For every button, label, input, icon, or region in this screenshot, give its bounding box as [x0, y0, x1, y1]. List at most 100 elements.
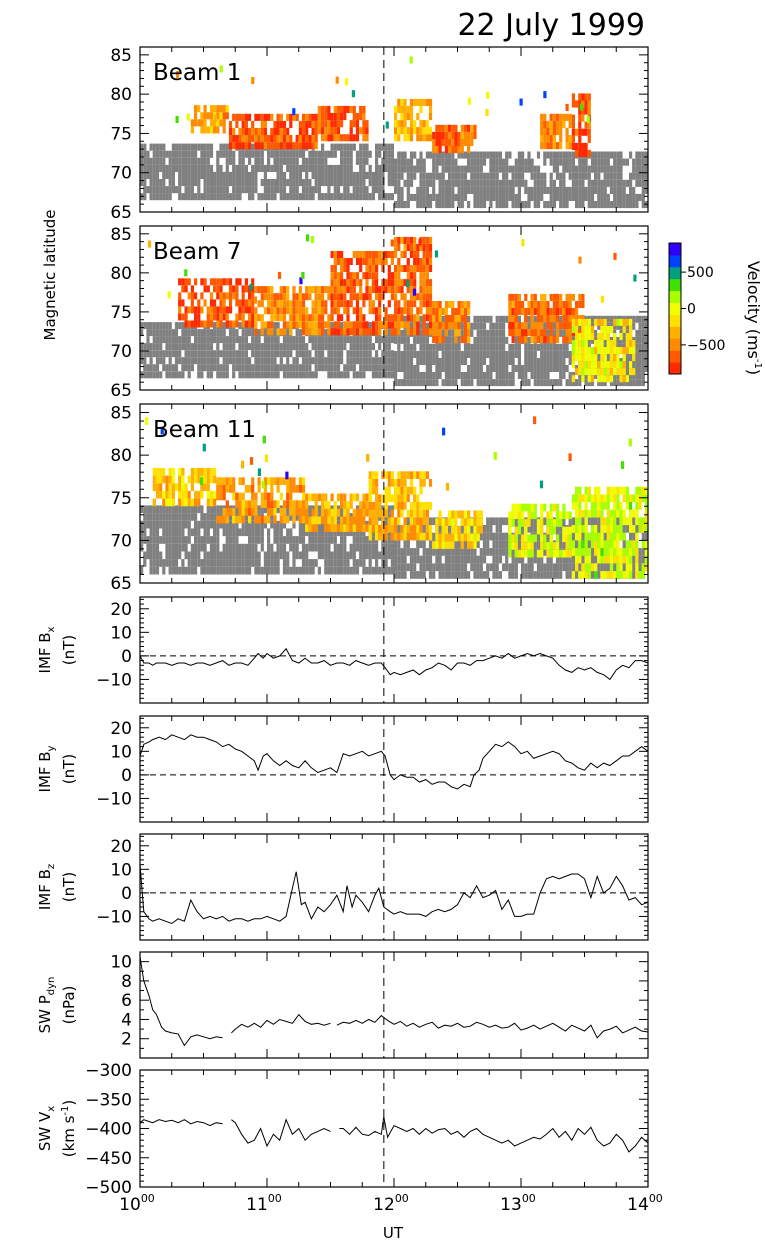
ground-scatter-cell	[209, 505, 214, 514]
ground-scatter-cell	[149, 513, 153, 521]
ground-scatter-cell	[460, 571, 464, 579]
ground-scatter-cell	[559, 525, 563, 533]
ground-scatter-cell	[390, 164, 394, 172]
ground-scatter-cell	[241, 357, 245, 365]
ground-scatter-cell	[562, 358, 566, 365]
ground-scatter-cell	[533, 358, 537, 365]
ground-scatter-cell	[463, 563, 468, 572]
ground-scatter-cell	[406, 336, 410, 344]
ground-scatter-cell	[622, 201, 626, 209]
velocity-cell	[279, 142, 283, 150]
ground-scatter-cell	[330, 171, 334, 179]
velocity-cell	[216, 313, 220, 321]
ground-scatter-cell	[467, 571, 471, 579]
ground-scatter-cell	[355, 566, 360, 575]
ground-scatter-cell	[174, 566, 179, 575]
ground-scatter-cell	[387, 371, 391, 379]
velocity-cell	[235, 142, 239, 150]
ground-scatter-cell	[165, 350, 169, 358]
velocity-cell	[581, 340, 585, 347]
ground-scatter-cell	[143, 371, 147, 379]
ground-scatter-cell	[146, 329, 150, 337]
velocity-cell	[416, 113, 420, 121]
velocity-cell	[359, 258, 363, 265]
ground-scatter-cell	[187, 186, 191, 194]
velocity-cell	[355, 300, 360, 308]
ground-scatter-cell	[340, 336, 344, 344]
velocity-cell	[298, 314, 302, 322]
ground-scatter-cell	[187, 336, 191, 344]
velocity-cell	[432, 336, 436, 344]
velocity-cell	[581, 333, 585, 340]
ground-scatter-cell	[152, 164, 156, 172]
ground-scatter-cell	[194, 551, 198, 560]
ground-scatter-cell	[394, 571, 398, 579]
ground-scatter-cell	[641, 172, 645, 180]
velocity-cell	[463, 124, 468, 132]
velocity-cell	[238, 142, 242, 150]
ground-scatter-cell	[578, 165, 582, 173]
velocity-cell	[587, 100, 591, 108]
ground-scatter-cell	[178, 350, 182, 358]
ground-scatter-cell	[419, 186, 423, 194]
ground-scatter-cell	[482, 201, 487, 209]
ground-scatter-cell	[457, 351, 461, 358]
velocity-cell	[241, 320, 245, 328]
velocity-cell	[314, 142, 318, 150]
velocity-cell	[428, 321, 433, 329]
velocity-cell	[559, 120, 563, 128]
velocity-cell	[463, 315, 468, 322]
ground-scatter-cell	[155, 371, 160, 379]
velocity-cell	[609, 340, 614, 347]
ground-scatter-cell	[270, 350, 274, 358]
ground-scatter-cell	[502, 343, 506, 351]
velocity-cell	[381, 258, 385, 265]
ground-scatter-cell	[225, 164, 229, 172]
ground-scatter-cell	[292, 364, 296, 372]
ground-scatter-cell	[276, 157, 280, 165]
ground-scatter-cell	[232, 171, 236, 179]
velocity-cell	[190, 126, 194, 134]
ground-scatter-cell	[200, 536, 204, 544]
velocity-cell	[438, 308, 442, 315]
velocity-cell	[581, 368, 585, 376]
ground-scatter-cell	[397, 563, 401, 572]
ground-scatter-cell	[536, 365, 541, 372]
ground-scatter-cell	[492, 571, 496, 579]
ground-scatter-cell	[225, 520, 229, 529]
velocity-cell	[244, 299, 248, 307]
ground-scatter-cell	[276, 164, 280, 172]
velocity-cell	[375, 251, 379, 258]
ground-scatter-cell	[476, 365, 480, 372]
ground-scatter-cell	[238, 179, 242, 187]
ground-scatter-cell	[168, 551, 172, 560]
ground-scatter-cell	[314, 186, 318, 194]
velocity-cell	[390, 239, 394, 247]
ground-scatter-cell	[644, 329, 648, 337]
ground-scatter-cell	[584, 158, 588, 166]
ground-scatter-cell	[216, 559, 220, 567]
ground-scatter-cell	[435, 172, 439, 180]
ground-scatter-cell	[276, 543, 280, 552]
velocity-cell	[213, 313, 217, 321]
velocity-cell	[555, 301, 560, 308]
ground-scatter-cell	[368, 559, 372, 567]
ground-scatter-cell	[317, 357, 321, 365]
ground-scatter-cell	[403, 343, 407, 351]
ground-scatter-cell	[321, 551, 325, 560]
velocity-cell	[349, 321, 353, 329]
velocity-cell	[565, 142, 569, 150]
ground-scatter-cell	[321, 193, 325, 201]
velocity-cell	[562, 301, 566, 308]
velocity-cell	[362, 134, 366, 142]
ground-scatter-cell	[352, 371, 356, 379]
velocity-cell	[568, 135, 572, 143]
ground-scatter-cell	[425, 351, 429, 358]
ground-scatter-cell	[222, 520, 226, 529]
velocity-cell	[238, 127, 242, 135]
velocity-cell	[403, 251, 407, 258]
ground-scatter-cell	[419, 351, 423, 358]
ground-scatter-cell	[317, 150, 321, 158]
ground-scatter-cell	[197, 543, 201, 552]
velocity-cell	[568, 293, 572, 301]
